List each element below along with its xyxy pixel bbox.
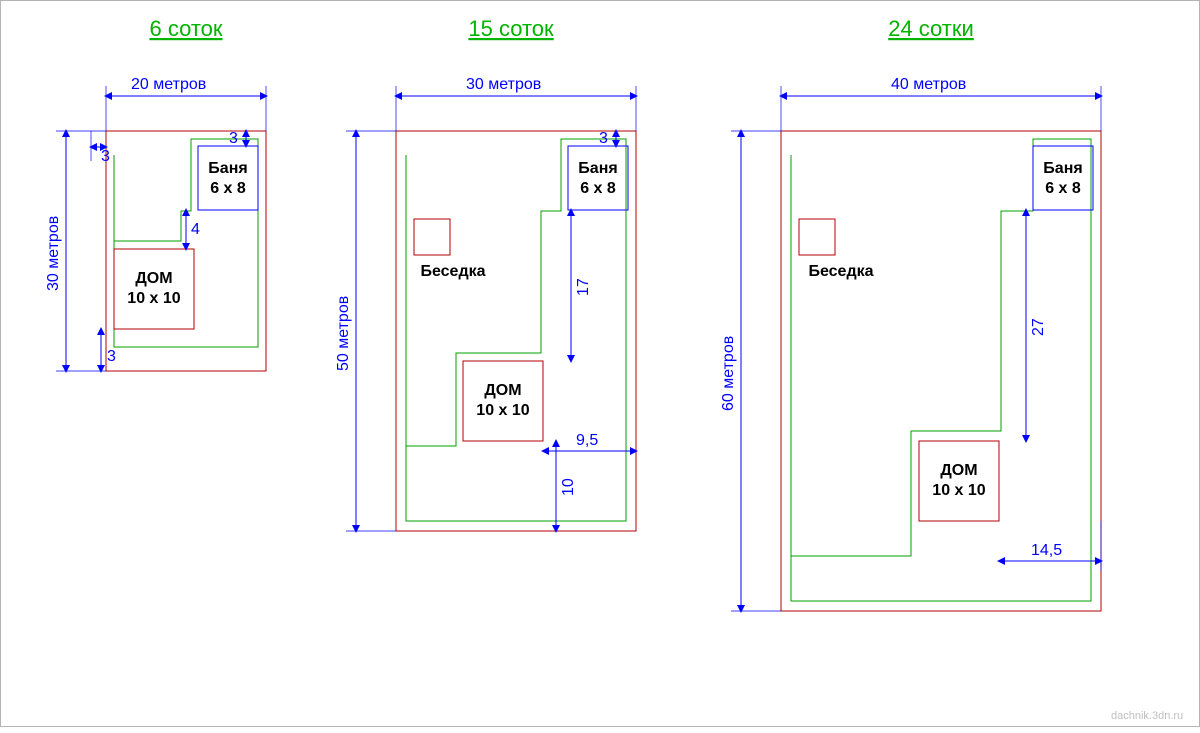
p2-top-margin: 3 bbox=[599, 130, 608, 147]
p2-gazebo bbox=[414, 219, 450, 255]
p2-mid-gap: 17 bbox=[575, 278, 592, 296]
watermark: dachnik.3dn.ru bbox=[1111, 710, 1183, 722]
p2-banya-dims: 6 x 8 bbox=[580, 180, 616, 197]
p1-height-label: 30 метров bbox=[45, 216, 62, 291]
p1-banya-dims: 6 x 8 bbox=[210, 180, 246, 197]
p3-banya-dims: 6 x 8 bbox=[1045, 180, 1081, 197]
p3-height-label: 60 метров bbox=[720, 336, 737, 411]
diagram-svg: 6 соток 15 соток 24 сотки Баня 6 x 8 ДОМ… bbox=[1, 1, 1200, 728]
p2-gazebo-label: Беседка bbox=[420, 263, 485, 280]
p1-mid-gap: 4 bbox=[191, 221, 200, 238]
p3-banya bbox=[1033, 146, 1093, 210]
p3-banya-name: Баня bbox=[1043, 160, 1082, 177]
p3-gazebo-label: Беседка bbox=[808, 263, 873, 280]
p2-house-dims: 10 x 10 bbox=[476, 402, 529, 419]
title-15: 15 соток bbox=[468, 16, 554, 41]
p2-side-gap: 9,5 bbox=[576, 432, 598, 449]
p2-house-name: ДОМ bbox=[484, 382, 521, 399]
p1-width-label: 20 метров bbox=[131, 76, 206, 93]
p3-house bbox=[919, 441, 999, 521]
p3-mid-gap: 27 bbox=[1030, 318, 1047, 336]
p3-house-name: ДОМ bbox=[940, 462, 977, 479]
p1-bottom-margin: 3 bbox=[107, 348, 116, 365]
p2-banya-name: Баня bbox=[578, 160, 617, 177]
p2-bottom-gap: 10 bbox=[560, 478, 577, 496]
p1-top-margin-r: 3 bbox=[229, 130, 238, 147]
title-6: 6 соток bbox=[149, 16, 222, 41]
p2-width-label: 30 метров bbox=[466, 76, 541, 93]
title-24: 24 сотки bbox=[888, 16, 974, 41]
p3-gazebo bbox=[799, 219, 835, 255]
p1-banya-name: Баня bbox=[208, 160, 247, 177]
p3-boundary bbox=[781, 131, 1101, 611]
diagram-frame: 6 соток 15 соток 24 сотки Баня 6 x 8 ДОМ… bbox=[0, 0, 1200, 727]
p3-width-label: 40 метров bbox=[891, 76, 966, 93]
p1-house bbox=[114, 249, 194, 329]
p3-side-gap: 14,5 bbox=[1031, 542, 1062, 559]
p1-house-name: ДОМ bbox=[135, 270, 172, 287]
p1-house-dims: 10 x 10 bbox=[127, 290, 180, 307]
p1-top-margin-l: 3 bbox=[101, 148, 110, 165]
p3-lot bbox=[791, 139, 1091, 601]
p3-house-dims: 10 x 10 bbox=[932, 482, 985, 499]
p2-height-label: 50 метров bbox=[335, 296, 352, 371]
p1-banya bbox=[198, 146, 258, 210]
p2-house bbox=[463, 361, 543, 441]
p2-banya bbox=[568, 146, 628, 210]
